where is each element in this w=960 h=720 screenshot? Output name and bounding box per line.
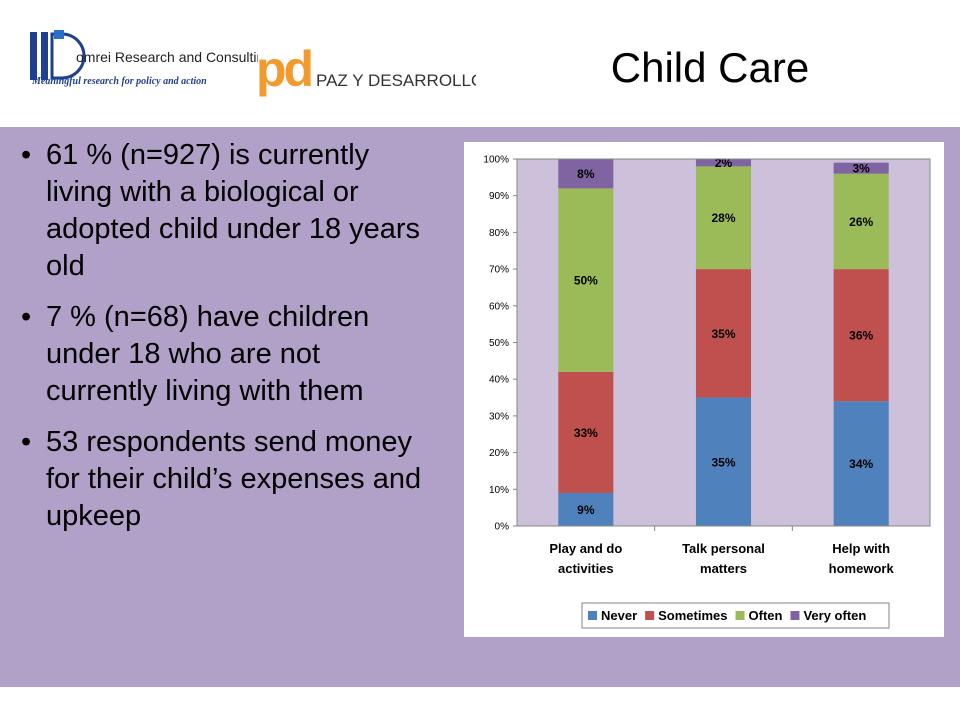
data-label: 35%	[711, 455, 735, 469]
bar-segment	[833, 401, 889, 526]
logo-pd-name: PAZ Y DESARROLLO	[316, 71, 476, 90]
y-tick-label: 90%	[489, 191, 509, 202]
bullet-dot-icon: •	[21, 301, 32, 333]
bar-segment	[558, 188, 614, 372]
bullet-text: 53 respondents send money for their chil…	[46, 426, 422, 532]
logo-tagline: Meaningful research for policy and actio…	[31, 76, 207, 87]
y-tick-label: 80%	[489, 228, 509, 239]
logo-d-shape	[50, 32, 86, 80]
logo-pd-mark: pd	[256, 41, 312, 97]
x-category-label: Play and do	[549, 541, 622, 556]
bar-segment	[558, 159, 614, 189]
data-label: 28%	[711, 211, 735, 225]
data-label: 50%	[574, 274, 598, 288]
chart-container: 0% 10% 20% 30% 40% 50% 60% 70% 80% 90% 100% 9% 33% 50…	[464, 142, 944, 637]
data-label: 26%	[849, 215, 873, 229]
logo-bar-right	[41, 32, 48, 80]
y-tick-label: 50%	[489, 338, 509, 349]
bar-segment	[695, 166, 752, 270]
y-tick-label: 60%	[489, 301, 509, 312]
stacked-bar-chart: 0% 10% 20% 30% 40% 50% 60% 70% 80% 90% 100% 9% 33% 50…	[483, 155, 931, 629]
legend-box	[581, 602, 890, 629]
bullet-item: • 53 respondents send money for their chi…	[0, 424, 445, 535]
logo-company-name: omrei Research and Consulting	[76, 49, 258, 65]
data-label: 35%	[711, 327, 735, 341]
y-tick-label: 0%	[495, 522, 510, 533]
data-label: 9%	[577, 503, 595, 517]
y-tick-label: 100%	[483, 155, 509, 166]
data-label: 34%	[849, 457, 873, 471]
bar-segment	[695, 397, 752, 526]
bar-segment	[833, 162, 889, 174]
bullet-item: • 61 % (n=927) is currently living with a…	[0, 137, 445, 285]
bar-segment	[833, 269, 889, 402]
paz-y-desarrollo-logo: pd PAZ Y DESARROLLO	[256, 41, 476, 97]
bullet-dot-icon: •	[21, 139, 32, 171]
x-category-label: Help with	[832, 541, 890, 556]
y-tick-label: 40%	[489, 375, 509, 386]
logo-bar-left	[30, 32, 37, 80]
bar-segment	[833, 173, 889, 270]
x-category-label: Talk personal	[682, 541, 765, 556]
data-label: 3%	[852, 162, 870, 176]
legend-label: Very often	[803, 608, 866, 623]
bullet-text: 7 % (n=68) have children under 18 who ar…	[46, 301, 370, 407]
y-tick-label: 30%	[489, 411, 509, 422]
logo-square	[54, 30, 64, 39]
plot-border	[516, 158, 931, 527]
y-tick-label: 10%	[489, 485, 509, 496]
data-label: 8%	[577, 167, 595, 181]
bullet-item: • 7 % (n=68) have children under 18 who a…	[0, 299, 445, 410]
legend-swatch	[735, 611, 745, 620]
y-tick-label: 70%	[489, 265, 509, 276]
bar-segment	[695, 269, 752, 398]
bar-segment	[558, 371, 614, 493]
bullet-dot-icon: •	[21, 426, 32, 458]
y-tick-label: 20%	[489, 448, 509, 459]
data-label: 36%	[849, 329, 873, 343]
legend-label: Never	[601, 608, 637, 623]
bullet-text: 61 % (n=927) is currently living with a …	[46, 139, 421, 282]
bar-segment	[558, 492, 614, 526]
x-category-label: matters	[700, 561, 747, 576]
slide-title: Child Care	[610, 44, 810, 91]
legend-label: Often	[749, 608, 783, 623]
x-category-label: activities	[558, 561, 614, 576]
legend-label: Sometimes	[658, 608, 727, 623]
data-label: 2%	[715, 156, 733, 170]
bullet-list: • 61 % (n=927) is currently living with a…	[0, 137, 445, 549]
legend-swatch	[588, 611, 597, 620]
x-category-label: homework	[829, 561, 895, 576]
legend-swatch	[645, 611, 655, 620]
data-label: 33%	[574, 426, 598, 440]
header: omrei Research and Consulting Meaningful…	[0, 0, 960, 127]
domrei-logo: omrei Research and Consulting Meaningful…	[30, 30, 258, 87]
bar-segment	[695, 159, 752, 167]
legend-swatch	[790, 611, 800, 620]
